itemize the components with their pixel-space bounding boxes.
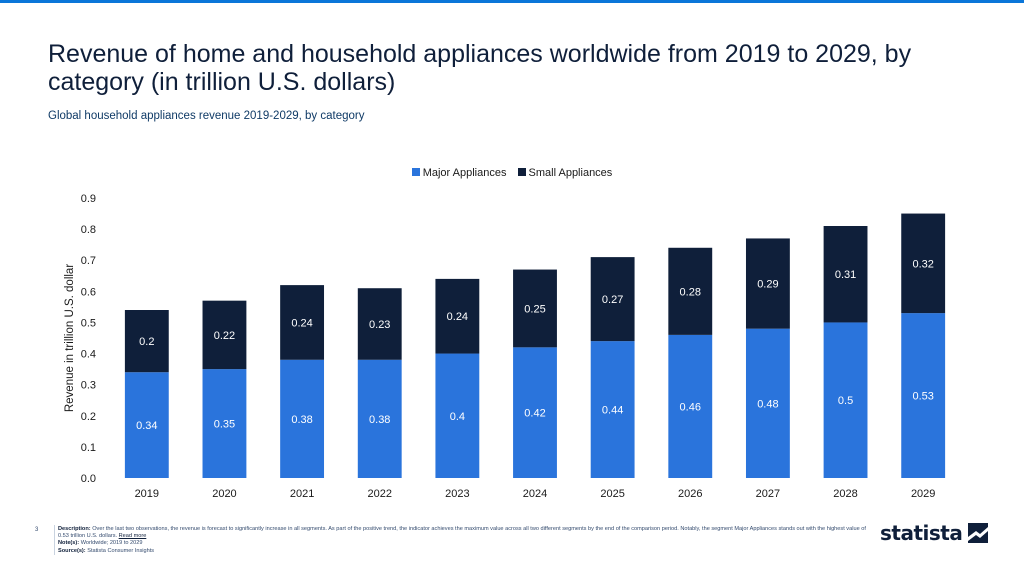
x-tick-label: 2020 xyxy=(212,488,236,500)
y-tick-label: 0.6 xyxy=(81,286,96,298)
bar-value-label: 0.24 xyxy=(447,311,468,323)
source-text: Statista Consumer Insights xyxy=(87,547,155,554)
bar-value-label: 0.24 xyxy=(291,317,312,329)
x-tick-label: 2028 xyxy=(833,488,857,500)
x-tick-label: 2027 xyxy=(756,488,780,500)
page-number: 3 xyxy=(35,527,39,533)
bar-value-label: 0.38 xyxy=(291,414,312,426)
footer-notes: Description: Over the last two observati… xyxy=(58,526,878,555)
notes-label: Note(s): xyxy=(58,540,80,547)
x-tick-label: 2021 xyxy=(290,488,314,500)
bar-major-appliances xyxy=(745,328,790,478)
statista-logo[interactable]: statista xyxy=(880,520,989,546)
bar-value-label: 0.22 xyxy=(214,330,235,342)
bar-value-label: 0.29 xyxy=(757,279,778,291)
y-tick-label: 0.1 xyxy=(81,442,96,454)
x-tick-label: 2023 xyxy=(445,488,469,500)
brand-name: statista xyxy=(880,521,963,545)
read-more-link[interactable]: Read more xyxy=(118,533,147,540)
bar-major-appliances xyxy=(357,359,402,478)
stacked-bar-chart: 0.0 0.1 0.2 0.3 0.4 0.5 0.6 0.7 0.8 0.9 Revenue in… xyxy=(64,193,946,500)
bar-value-label: 0.23 xyxy=(369,319,390,331)
bar-major-appliances xyxy=(202,369,247,478)
bar-value-label: 0.46 xyxy=(680,401,701,413)
top-accent-rule xyxy=(0,0,1024,3)
page-subtitle: Global household appliances revenue 2019… xyxy=(48,110,365,122)
bar-value-label: 0.31 xyxy=(835,269,856,281)
bar-value-label: 0.48 xyxy=(757,398,778,410)
bar-value-label: 0.38 xyxy=(369,414,390,426)
bar-value-label: 0.42 xyxy=(524,408,545,420)
bar-value-label: 0.44 xyxy=(602,405,623,417)
chart-legend: Major Appliances Small Appliances xyxy=(0,167,1024,179)
bar-value-label: 0.27 xyxy=(602,294,623,306)
bar-small-appliances xyxy=(124,310,169,373)
bar-small-appliances xyxy=(280,285,325,360)
bar-value-label: 0.53 xyxy=(912,391,933,403)
footer-source-line: Source(s): Statista Consumer Insights xyxy=(58,548,878,555)
page-title: Revenue of home and household appliances… xyxy=(48,40,912,96)
notes-text: Worldwide; 2019 to 2029 xyxy=(80,540,143,547)
y-tick-label: 0.9 xyxy=(81,193,96,205)
x-tick-label: 2022 xyxy=(367,488,391,500)
bar-major-appliances xyxy=(513,347,557,478)
bar-small-appliances xyxy=(668,247,713,335)
x-tick-label: 2024 xyxy=(523,488,547,500)
y-tick-label: 0.8 xyxy=(81,224,96,236)
bar-major-appliances xyxy=(823,322,868,478)
footer-description: Description: Over the last two observati… xyxy=(58,526,878,540)
bar-value-label: 0.28 xyxy=(680,286,701,298)
bar-major-appliances xyxy=(590,341,635,478)
legend-label-major: Major Appliances xyxy=(422,167,507,179)
bar-value-label: 0.34 xyxy=(136,420,157,432)
bar-value-label: 0.4 xyxy=(450,411,465,423)
source-label: Source(s): xyxy=(58,547,86,554)
bar-small-appliances xyxy=(202,300,247,370)
statista-logo-icon xyxy=(968,523,989,543)
y-tick-label: 0.7 xyxy=(81,255,96,267)
description-text: Over the last two observations, the reve… xyxy=(58,526,866,540)
x-tick-label: 2026 xyxy=(678,488,702,500)
y-tick-label: 0.4 xyxy=(81,349,96,361)
x-tick-label: 2025 xyxy=(600,488,624,500)
bar-value-label: 0.32 xyxy=(912,258,933,270)
y-tick-label: 0.5 xyxy=(81,317,96,329)
x-tick-label: 2029 xyxy=(911,488,935,500)
legend-swatch-major xyxy=(411,168,420,176)
x-tick-label: 2019 xyxy=(135,488,159,500)
footer-notes-line: Note(s): Worldwide; 2019 to 2029 xyxy=(58,540,878,547)
legend-label-small: Small Appliances xyxy=(528,167,613,179)
bar-major-appliances xyxy=(901,313,946,478)
y-tick-label: 0.3 xyxy=(81,380,96,392)
bar-value-label: 0.25 xyxy=(524,303,545,315)
bar-major-appliances xyxy=(668,334,713,478)
legend-item-small[interactable]: Small Appliances xyxy=(517,167,613,179)
bar-major-appliances xyxy=(435,353,480,478)
bar-small-appliances xyxy=(435,278,480,354)
bar-small-appliances xyxy=(590,257,635,342)
bar-small-appliances xyxy=(357,288,402,360)
footer-divider xyxy=(54,525,55,555)
y-tick-label: 0.2 xyxy=(81,411,96,423)
bar-small-appliances xyxy=(513,269,557,348)
legend-swatch-small xyxy=(517,168,526,176)
y-tick-label: 0.0 xyxy=(81,473,96,485)
bar-value-label: 0.5 xyxy=(838,395,853,407)
bar-small-appliances xyxy=(823,226,868,323)
bar-major-appliances xyxy=(280,359,325,478)
description-label: Description: xyxy=(58,526,91,532)
y-axis-title: Revenue in trillion U.S. dollar xyxy=(64,264,76,412)
bar-small-appliances xyxy=(901,213,946,314)
bar-value-label: 0.2 xyxy=(139,336,154,348)
bar-major-appliances xyxy=(124,372,169,478)
bar-small-appliances xyxy=(745,238,790,329)
legend-item-major[interactable]: Major Appliances xyxy=(411,167,507,179)
bar-value-label: 0.35 xyxy=(214,419,235,431)
